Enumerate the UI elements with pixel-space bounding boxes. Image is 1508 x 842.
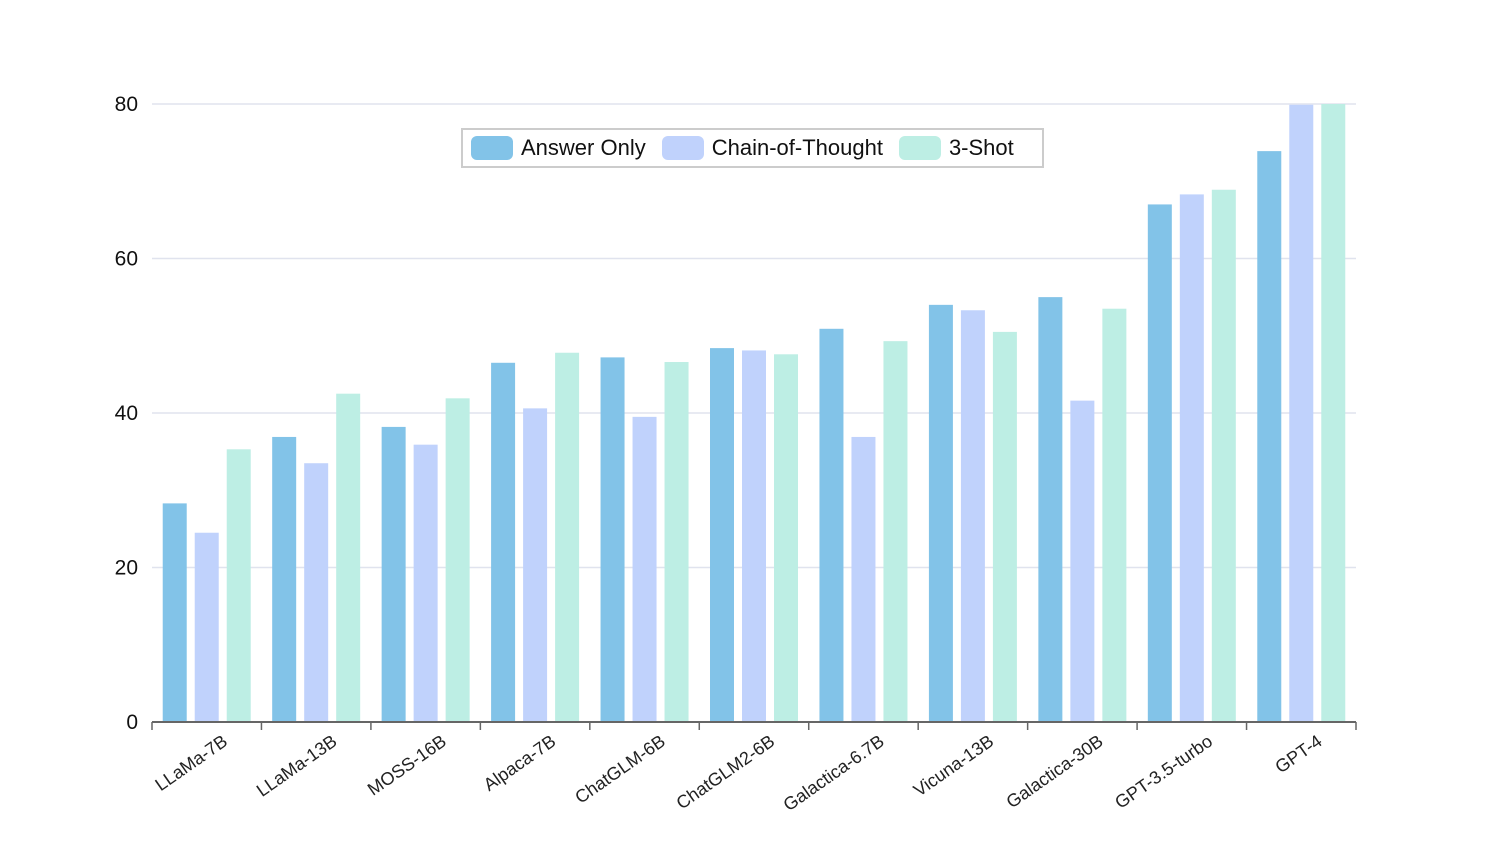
bar[interactable] <box>1070 400 1095 722</box>
x-tick-label: ChatGLM2-6B <box>673 731 779 813</box>
bar[interactable] <box>413 444 438 722</box>
x-tick-label: Galactica-30B <box>1003 731 1107 812</box>
bar[interactable] <box>819 328 844 722</box>
y-tick-label: 60 <box>115 248 138 271</box>
bar[interactable] <box>555 352 580 722</box>
bar[interactable] <box>960 310 985 722</box>
bar[interactable] <box>851 436 876 722</box>
bar[interactable] <box>632 416 657 722</box>
bar[interactable] <box>928 304 953 722</box>
bar[interactable] <box>194 532 219 722</box>
bar-series <box>162 104 1346 723</box>
bar[interactable] <box>1147 204 1172 723</box>
legend: Answer Only Chain-of-Thought 3-Shot <box>461 128 1044 168</box>
bar[interactable] <box>1179 194 1204 722</box>
bar[interactable] <box>883 341 908 722</box>
bar[interactable] <box>226 449 251 722</box>
bar[interactable] <box>162 503 187 722</box>
x-tick-label: ChatGLM-6B <box>571 731 669 808</box>
bar[interactable] <box>523 408 548 722</box>
legend-label: Chain-of-Thought <box>711 135 883 160</box>
bar[interactable] <box>336 393 361 722</box>
x-tick-label: LLaMa-7B <box>152 731 232 795</box>
y-tick-label: 20 <box>115 557 138 580</box>
bar[interactable] <box>600 357 625 722</box>
x-tick-label: Alpaca-7B <box>480 731 560 795</box>
y-tick-label: 0 <box>126 711 138 734</box>
bar[interactable] <box>1038 297 1063 722</box>
x-tick-label: GPT-3.5-turbo <box>1111 731 1216 813</box>
legend-label: Answer Only <box>521 135 646 160</box>
legend-swatch-3-shot <box>898 136 941 160</box>
bar[interactable] <box>710 348 734 722</box>
bar[interactable] <box>381 426 406 722</box>
x-tick-label: LLaMa-13B <box>253 731 341 801</box>
bar[interactable] <box>491 362 516 722</box>
bar[interactable] <box>1321 104 1346 722</box>
bar[interactable] <box>664 362 689 722</box>
bar[interactable] <box>774 354 798 722</box>
legend-swatch-chain-of-thought <box>661 136 704 160</box>
legend-label: 3-Shot <box>948 135 1014 160</box>
bar[interactable] <box>1257 151 1282 722</box>
x-tick-label: Galactica-6.7B <box>780 731 888 815</box>
bar[interactable] <box>304 463 329 722</box>
x-tick-label: GPT-4 <box>1271 731 1325 777</box>
legend-item-chain-of-thought[interactable]: Chain-of-Thought <box>661 135 883 161</box>
y-tick-label: 40 <box>115 402 138 425</box>
x-axis: LLaMa-7B LLaMa-13B MOSS-16B Alpaca-7B ChatGL… <box>151 721 1357 815</box>
bar[interactable] <box>1289 104 1314 722</box>
bar[interactable] <box>1211 189 1236 722</box>
bar[interactable] <box>1102 308 1127 722</box>
bar[interactable] <box>445 398 470 722</box>
legend-item-answer-only[interactable]: Answer Only <box>471 135 646 161</box>
x-tick-label: Vicuna-13B <box>910 731 997 801</box>
legend-swatch-answer-only <box>471 136 513 160</box>
bar[interactable] <box>992 331 1017 722</box>
y-tick-label: 80 <box>115 93 138 116</box>
bar[interactable] <box>742 350 766 722</box>
x-tick-label: MOSS-16B <box>364 731 450 800</box>
bar[interactable] <box>272 436 297 722</box>
legend-item-3-shot[interactable]: 3-Shot <box>898 135 1014 161</box>
y-axis: 0 20 40 60 80 <box>115 93 138 734</box>
